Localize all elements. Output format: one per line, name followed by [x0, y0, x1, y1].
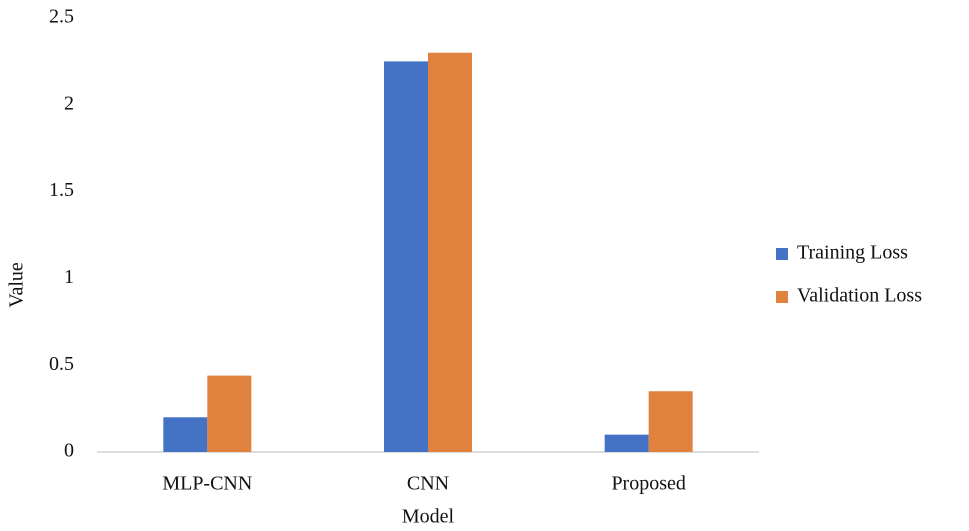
y-tick-label: 1.5 [49, 179, 74, 201]
bar [384, 61, 428, 453]
bar [428, 52, 472, 452]
x-tick-label: CNN [407, 473, 449, 495]
x-axis-title: Model [402, 506, 455, 528]
bar [207, 375, 252, 452]
x-tick-label: Proposed [611, 473, 685, 495]
bar [163, 417, 208, 452]
y-tick-label: 0.5 [49, 353, 74, 375]
y-tick-label: 1 [64, 266, 74, 288]
legend-swatch [776, 291, 788, 303]
bar [604, 434, 649, 452]
legend-label: Validation Loss [797, 285, 922, 307]
y-tick-label: 0 [64, 440, 74, 462]
x-tick-label: MLP-CNN [162, 473, 252, 495]
y-axis-title: Value [6, 262, 28, 308]
bar [648, 391, 693, 452]
y-tick-label: 2.5 [49, 6, 74, 28]
y-tick-label: 2 [64, 92, 74, 114]
legend-label: Training Loss [797, 242, 908, 264]
legend-swatch [776, 248, 788, 260]
